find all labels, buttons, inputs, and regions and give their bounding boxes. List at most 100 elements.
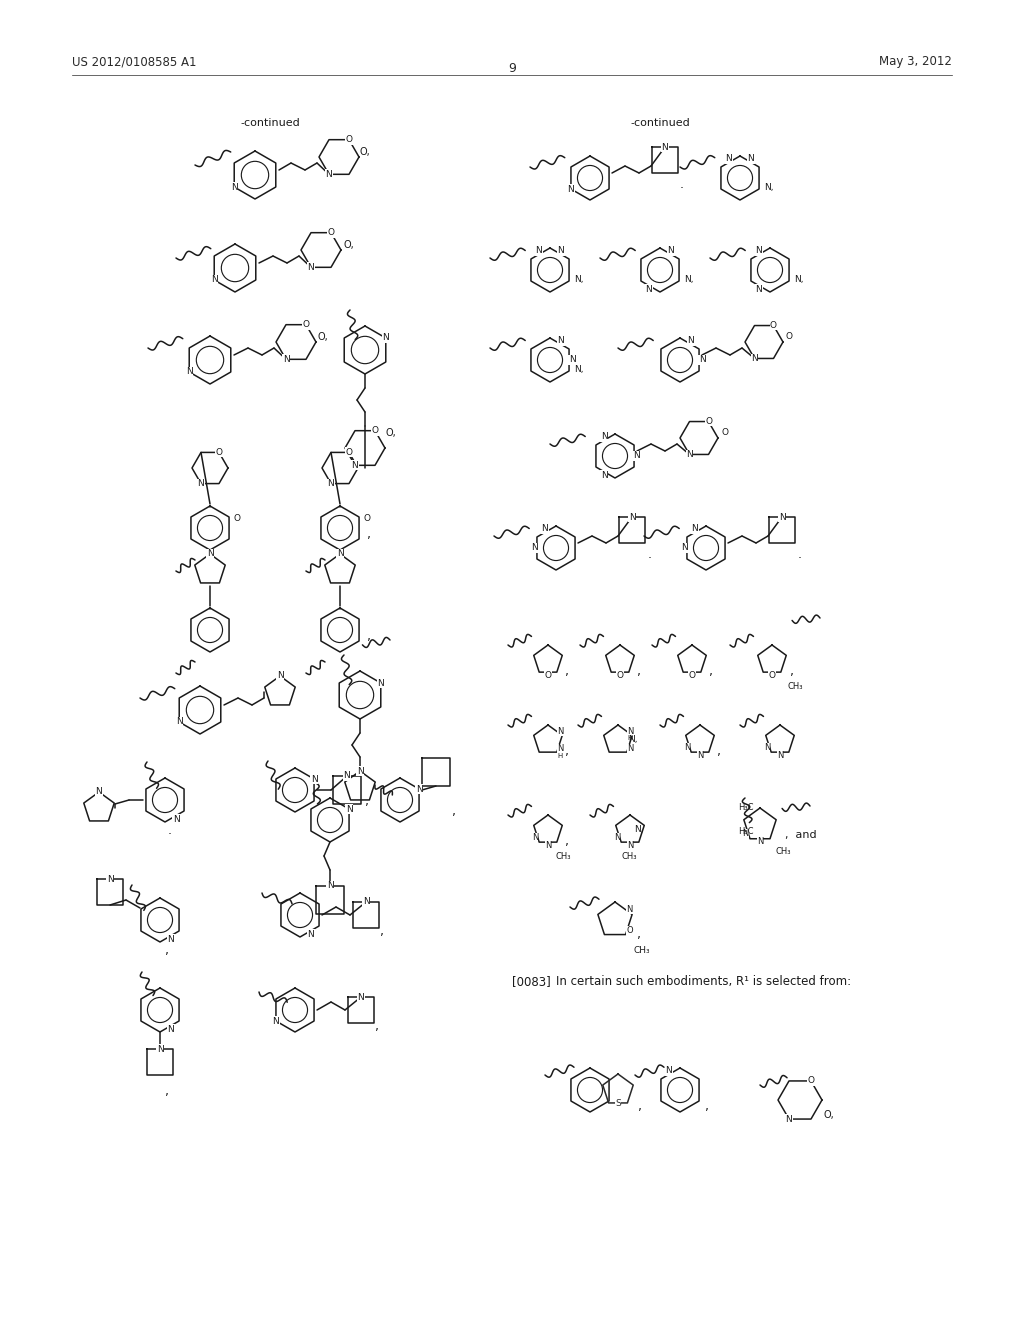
Text: O: O (770, 321, 777, 330)
Text: N: N (176, 718, 182, 726)
Text: O: O (364, 513, 371, 523)
Text: H: H (557, 752, 563, 759)
Text: N: N (627, 841, 633, 850)
Text: N: N (627, 727, 633, 735)
Text: N: N (185, 367, 193, 376)
Text: N: N (764, 743, 770, 752)
Text: N,: N, (634, 825, 643, 834)
Text: N: N (283, 355, 290, 364)
Text: N: N (346, 804, 352, 813)
Text: ,: , (365, 795, 369, 808)
Text: O,: O, (343, 240, 353, 249)
Text: N: N (629, 512, 635, 521)
Text: N: N (211, 276, 217, 285)
Text: O: O (768, 671, 775, 680)
Text: N: N (686, 450, 693, 459)
Text: N,: N, (574, 366, 584, 374)
Text: N: N (684, 743, 690, 752)
Text: N: N (157, 1044, 164, 1053)
Text: N: N (662, 143, 669, 152)
Text: 9: 9 (508, 62, 516, 74)
Text: N: N (357, 993, 365, 1002)
Text: N: N (362, 898, 370, 907)
Text: -continued: -continued (240, 117, 300, 128)
Text: N: N (207, 549, 213, 558)
Text: -continued: -continued (630, 117, 690, 128)
Text: N: N (601, 433, 607, 441)
Text: O: O (234, 513, 241, 523)
Text: N: N (542, 524, 549, 533)
Text: ,: , (565, 665, 569, 678)
Text: N: N (168, 935, 174, 944)
Text: N: N (688, 337, 694, 346)
Text: N: N (627, 744, 633, 754)
Text: May 3, 2012: May 3, 2012 (880, 55, 952, 69)
Text: ,: , (565, 836, 569, 847)
Text: N,: N, (628, 735, 638, 744)
Text: O: O (345, 447, 352, 457)
Text: N: N (173, 814, 179, 824)
Text: N: N (536, 247, 543, 256)
Text: In certain such embodiments, R¹ is selected from:: In certain such embodiments, R¹ is selec… (556, 975, 851, 987)
Text: N: N (666, 1067, 673, 1076)
Text: ,: , (717, 744, 721, 758)
Text: N: N (726, 154, 732, 164)
Text: N: N (756, 247, 763, 256)
Text: O: O (616, 671, 624, 680)
Text: O: O (345, 135, 352, 144)
Text: N: N (558, 247, 564, 256)
Text: N: N (757, 837, 763, 846)
Text: [0083]: [0083] (512, 975, 551, 987)
Text: N: N (307, 263, 314, 272)
Text: N: N (307, 929, 314, 939)
Text: .: . (798, 548, 802, 561)
Text: H: H (628, 735, 633, 742)
Text: CH₃: CH₃ (556, 851, 571, 861)
Text: N: N (634, 451, 640, 461)
Text: N: N (668, 247, 675, 256)
Text: O: O (721, 428, 728, 437)
Text: ,: , (638, 1100, 642, 1113)
Text: ,: , (790, 665, 794, 678)
Text: N: N (691, 524, 698, 533)
Text: N: N (378, 678, 384, 688)
Text: N: N (645, 285, 652, 293)
Text: CH₃: CH₃ (633, 946, 649, 954)
Text: CH₃: CH₃ (775, 847, 791, 855)
Text: O: O (328, 228, 335, 238)
Text: ,  and: , and (785, 830, 816, 840)
Text: N: N (344, 771, 350, 780)
Text: N: N (416, 784, 423, 793)
Text: ,: , (367, 630, 371, 643)
Text: N: N (698, 355, 706, 364)
Text: O: O (302, 321, 309, 329)
Text: N,: N, (794, 275, 804, 284)
Text: N: N (337, 549, 343, 558)
Text: O,: O, (360, 147, 371, 157)
Text: CH₃: CH₃ (787, 682, 803, 690)
Text: N: N (567, 185, 574, 194)
Text: H₃C: H₃C (738, 828, 754, 836)
Text: N: N (696, 751, 703, 759)
Text: N: N (756, 285, 763, 293)
Text: N: N (557, 727, 563, 735)
Text: N: N (382, 334, 389, 342)
Text: N,: N, (574, 275, 584, 284)
Text: ,: , (637, 928, 641, 941)
Text: O: O (545, 671, 552, 680)
Text: N: N (198, 479, 205, 488)
Text: H₃C: H₃C (738, 803, 754, 812)
Text: N: N (777, 751, 783, 759)
Text: N: N (310, 775, 317, 784)
Text: ,: , (380, 925, 384, 939)
Text: S: S (615, 1100, 621, 1109)
Text: N,: N, (684, 275, 693, 284)
Text: N: N (531, 833, 539, 842)
Text: N: N (326, 170, 333, 178)
Text: N: N (230, 182, 238, 191)
Text: US 2012/0108585 A1: US 2012/0108585 A1 (72, 55, 197, 69)
Text: N: N (601, 470, 607, 479)
Text: N: N (327, 882, 334, 891)
Text: ,: , (165, 1085, 169, 1098)
Text: .: . (680, 178, 684, 191)
